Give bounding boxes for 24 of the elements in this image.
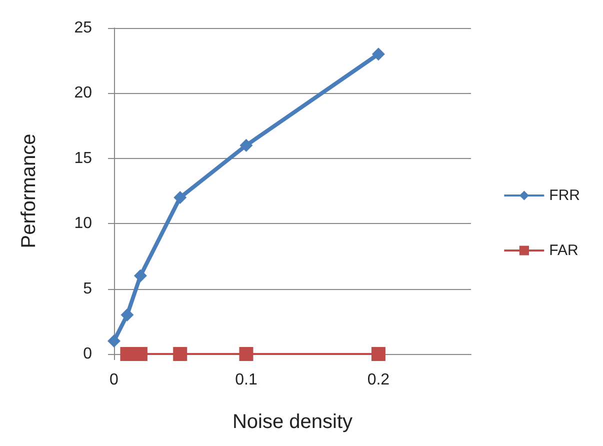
point [133, 347, 148, 361]
legend-label: FAR [549, 242, 579, 259]
x-tick-label: 0 [110, 372, 119, 388]
point [173, 347, 188, 361]
point [174, 191, 187, 204]
point [120, 347, 134, 361]
y-tick-label: 5 [83, 280, 92, 298]
point [134, 269, 147, 282]
x-tick-label: 0.1 [235, 372, 258, 388]
x-tick-label: 0.2 [367, 372, 390, 388]
y-tick-label: 25 [74, 20, 92, 36]
point [371, 347, 386, 361]
legend-label: FRR [549, 187, 580, 204]
y-tick-label: 15 [74, 150, 92, 167]
x-axis-title: Noise density [232, 411, 353, 433]
y-tick-label: 0 [83, 346, 92, 362]
point [120, 308, 134, 322]
point [240, 138, 253, 152]
y-tick-label: 20 [74, 84, 92, 102]
point [108, 334, 120, 348]
point [239, 347, 254, 361]
point [372, 48, 385, 61]
y-axis-title: Performance [18, 134, 40, 248]
y-tick-label: 10 [74, 215, 92, 232]
